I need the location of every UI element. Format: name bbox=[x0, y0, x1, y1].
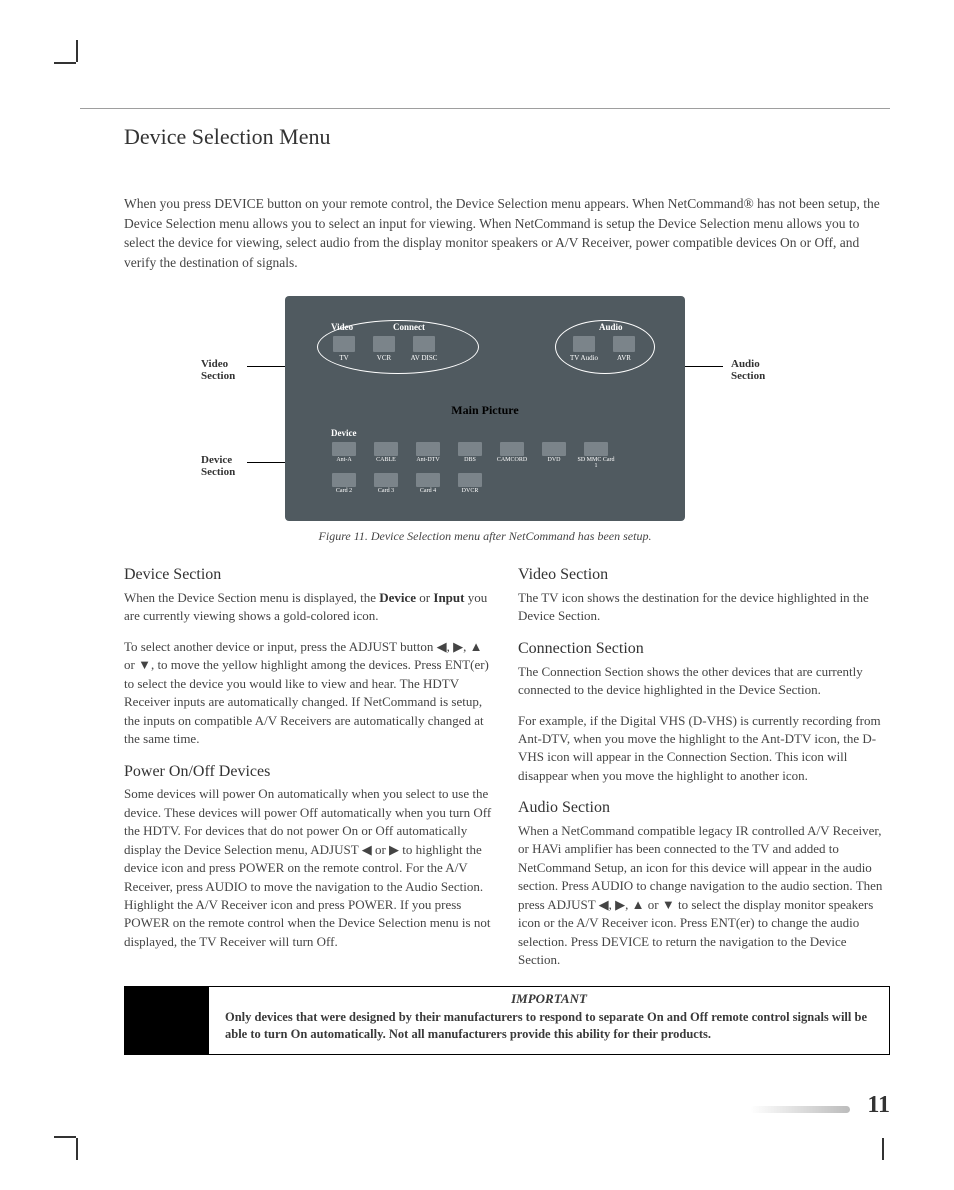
intro-paragraph: When you press DEVICE button on your rem… bbox=[124, 194, 880, 272]
icon-cable: CABLE bbox=[367, 442, 405, 469]
icon-dbs: DBS bbox=[451, 442, 489, 469]
two-column-body: Device Section When the Device Section m… bbox=[124, 562, 890, 975]
icon-ant-a: Ant-A bbox=[325, 442, 363, 469]
left-column: Device Section When the Device Section m… bbox=[124, 562, 496, 975]
page-number-gradient bbox=[750, 1106, 850, 1113]
heading-connection-section: Connection Section bbox=[518, 638, 890, 661]
label-video: Video Section bbox=[201, 358, 235, 382]
right-column: Video Section The TV icon shows the dest… bbox=[518, 562, 890, 975]
icon-card3: Card 3 bbox=[367, 473, 405, 494]
audio-section-p: When a NetCommand compatible legacy IR c… bbox=[518, 822, 890, 970]
icon-tvaudio: TV Audio bbox=[569, 336, 599, 362]
important-text: Only devices that were designed by their… bbox=[225, 1009, 873, 1044]
important-title: IMPORTANT bbox=[225, 991, 873, 1007]
icon-vcr: VCR bbox=[369, 336, 399, 362]
device-section-p1: When the Device Section menu is displaye… bbox=[124, 589, 496, 626]
figure-caption: Figure 11. Device Selection menu after N… bbox=[80, 529, 890, 544]
audio-icon-row: TV Audio AVR bbox=[569, 336, 639, 362]
heading-audio-section: Audio Section bbox=[518, 797, 890, 820]
panel-title-device: Device bbox=[331, 428, 356, 438]
video-icon-row: TV VCR AV DISC bbox=[329, 336, 439, 362]
icon-avdisc: AV DISC bbox=[409, 336, 439, 362]
connection-section-p1: The Connection Section shows the other d… bbox=[518, 663, 890, 700]
heading-device-section: Device Section bbox=[124, 564, 496, 587]
icon-ant-dtv: Ant-DTV bbox=[409, 442, 447, 469]
panel-title-audio: Audio bbox=[599, 322, 623, 332]
device-icon-grid: Ant-A CABLE Ant-DTV DBS CAMCORD DVD SD M… bbox=[325, 442, 615, 494]
top-rule bbox=[80, 108, 890, 109]
device-selection-screen: Video Connect Audio TV VCR AV DISC TV Au… bbox=[285, 296, 685, 521]
icon-card4: Card 4 bbox=[409, 473, 447, 494]
connection-section-p2: For example, if the Digital VHS (D-VHS) … bbox=[518, 712, 890, 786]
heading-video-section: Video Section bbox=[518, 564, 890, 587]
icon-card1: SD MMC Card 1 bbox=[577, 442, 615, 469]
panel-title-connect: Connect bbox=[393, 322, 425, 332]
figure-11: Connection Section Video Section Audio S… bbox=[205, 296, 765, 521]
video-section-p: The TV icon shows the destination for th… bbox=[518, 589, 890, 626]
main-picture-label: Main Picture bbox=[285, 403, 685, 418]
icon-avr: AVR bbox=[609, 336, 639, 362]
icon-card2: Card 2 bbox=[325, 473, 363, 494]
important-callout: IMPORTANT Only devices that were designe… bbox=[124, 986, 890, 1055]
page-number-area: 11 bbox=[750, 1096, 890, 1120]
panel-title-video: Video bbox=[331, 322, 353, 332]
power-onoff-p: Some devices will power On automatically… bbox=[124, 785, 496, 951]
icon-dvcr: DVCR bbox=[451, 473, 489, 494]
page-number: 11 bbox=[867, 1092, 890, 1119]
heading-power-onoff: Power On/Off Devices bbox=[124, 761, 496, 784]
label-device: Device Section bbox=[201, 454, 235, 478]
icon-dvd: DVD bbox=[535, 442, 573, 469]
icon-camcord: CAMCORD bbox=[493, 442, 531, 469]
label-audio: Audio Section bbox=[731, 358, 765, 382]
icon-tv: TV bbox=[329, 336, 359, 362]
page-title: Device Selection Menu bbox=[124, 124, 890, 150]
device-section-p2: To select another device or input, press… bbox=[124, 638, 496, 749]
